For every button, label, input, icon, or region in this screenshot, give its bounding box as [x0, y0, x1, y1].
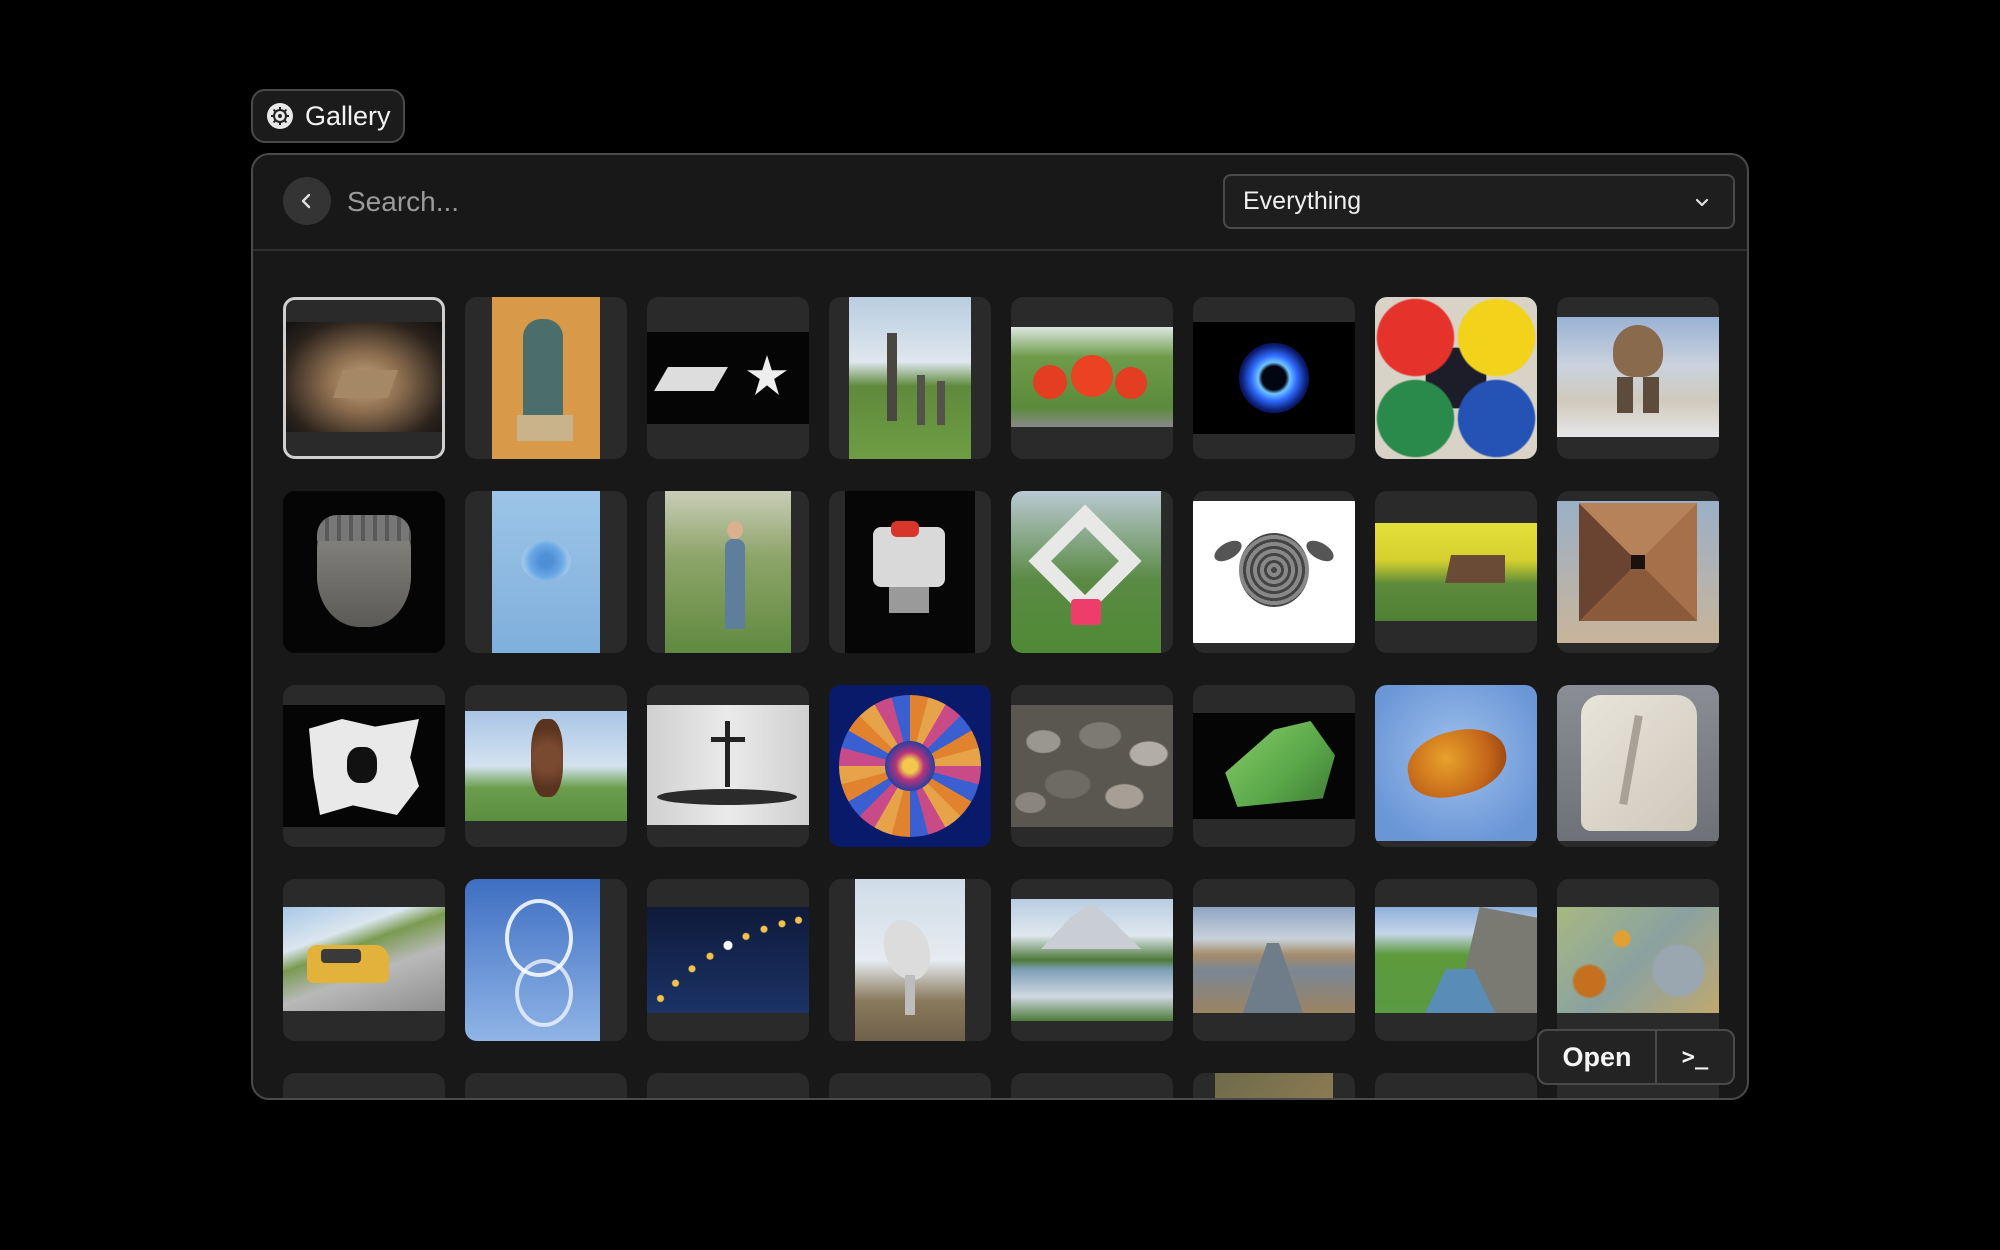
open-in-terminal-button[interactable]: >_	[1657, 1031, 1733, 1083]
gallery-item-yellow-car[interactable]	[283, 879, 445, 1041]
gallery-item-pebbles[interactable]	[1011, 685, 1173, 847]
gallery-item-robot-figure[interactable]	[829, 491, 991, 653]
gallery-item-geometric-mural[interactable]	[1375, 297, 1537, 459]
gallery-tab[interactable]: Gallery	[251, 89, 405, 143]
gear-icon	[267, 103, 293, 129]
back-button[interactable]	[283, 177, 331, 225]
gallery-item-row5-4[interactable]	[829, 1073, 991, 1098]
tab-title: Gallery	[305, 100, 391, 131]
gallery-item-white-block-sculpture[interactable]	[283, 685, 445, 847]
gallery-item-mandala[interactable]	[829, 685, 991, 847]
gallery-item-row5-7[interactable]	[1375, 1073, 1537, 1098]
filter-selected-label: Everything	[1243, 187, 1362, 215]
gallery-item-sand-pyramid[interactable]	[283, 297, 445, 459]
search-input[interactable]	[345, 175, 1049, 229]
gallery-item-airshow-trails[interactable]	[465, 879, 627, 1041]
open-action-group: Open >_	[1537, 1029, 1735, 1085]
gallery-item-reed-river[interactable]	[1193, 879, 1355, 1041]
gallery-item-seated-figure[interactable]	[465, 297, 627, 459]
gallery-item-stone-mask[interactable]	[283, 491, 445, 653]
gallery-item-row5-2[interactable]	[465, 1073, 627, 1098]
gallery-item-white-loop-sculpture[interactable]	[1011, 491, 1173, 653]
search-bar: Everything	[253, 155, 1747, 251]
gallery-item-row5-3[interactable]	[647, 1073, 809, 1098]
gallery-item-wooden-posts[interactable]	[829, 297, 991, 459]
gallery-item-green-mineral[interactable]	[1193, 685, 1355, 847]
gallery-item-row5-1[interactable]	[283, 1073, 445, 1098]
gallery-item-woman-in-garden[interactable]	[647, 491, 809, 653]
gallery-item-rapeseed-field-barn[interactable]	[1375, 491, 1537, 653]
chevron-down-icon	[1695, 198, 1709, 206]
gallery-item-eclipse-sequence[interactable]	[647, 879, 809, 1041]
gallery-item-fjord-valley[interactable]	[1375, 879, 1537, 1041]
open-button[interactable]: Open	[1539, 1031, 1657, 1083]
gallery-item-rocky-ground[interactable]	[1193, 1073, 1355, 1098]
chevron-left-icon	[301, 193, 311, 209]
terminal-icon: >_	[1681, 1044, 1709, 1070]
gallery-window: Everything	[251, 153, 1749, 1100]
gallery-item-wooden-pyramid[interactable]	[1557, 491, 1719, 653]
gallery-item-stone-head-on-snow[interactable]	[1557, 297, 1719, 459]
gallery-item-cross-and-whale[interactable]	[647, 685, 809, 847]
gallery-item-red-spheres[interactable]	[1011, 297, 1173, 459]
gallery-item-sea-turtle[interactable]	[1193, 491, 1355, 653]
gallery-item-row5-5[interactable]	[1011, 1073, 1173, 1098]
gallery-item-amber[interactable]	[1375, 685, 1537, 847]
gallery-item-mountain-lake[interactable]	[1011, 879, 1173, 1041]
gallery-item-blue-rose-stencil[interactable]	[465, 491, 627, 653]
gallery-item-fossil-stone[interactable]	[1557, 685, 1719, 847]
gallery-item-paper-star[interactable]	[647, 297, 809, 459]
gallery-item-radar-dish[interactable]	[829, 879, 991, 1041]
filter-dropdown[interactable]: Everything	[1223, 174, 1735, 229]
gallery-item-lichen-rock[interactable]	[1557, 879, 1719, 1041]
gallery-grid	[283, 297, 1719, 1098]
gallery-item-blue-ring[interactable]	[1193, 297, 1355, 459]
gallery-item-stacked-stone-tower[interactable]	[465, 685, 627, 847]
